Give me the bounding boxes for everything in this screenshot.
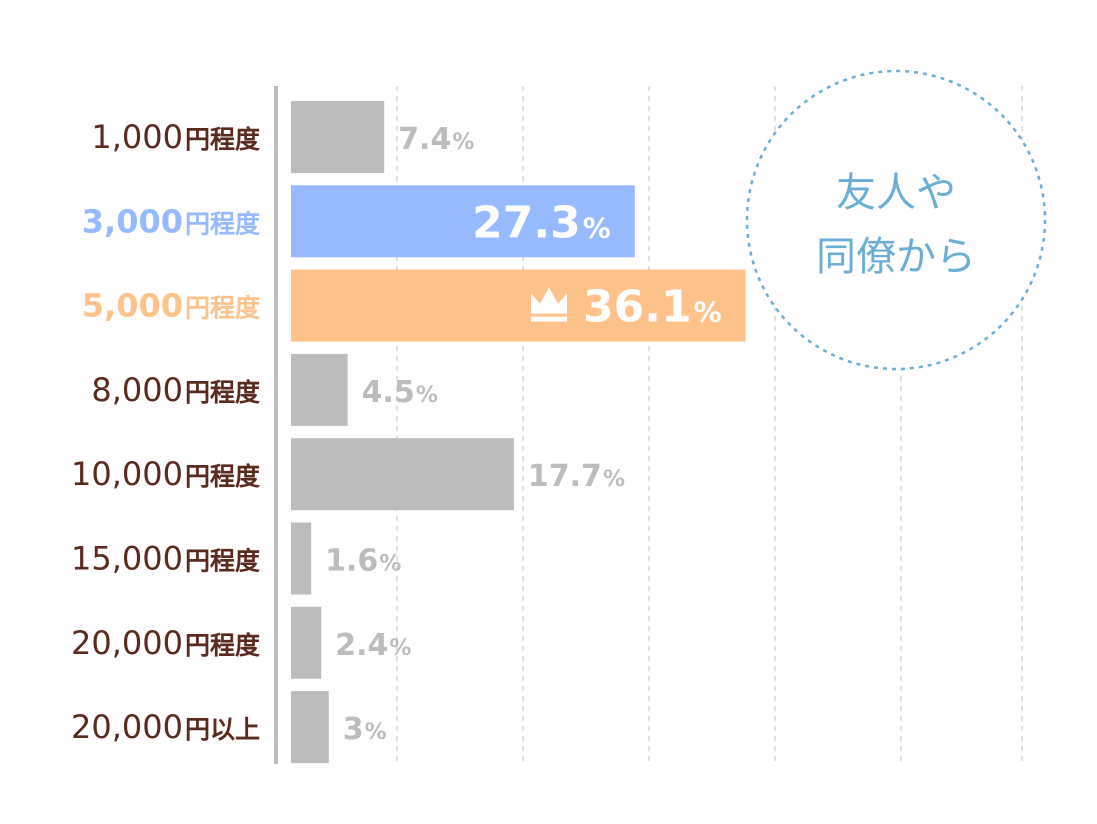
category-number-4: 10,000 <box>71 455 183 493</box>
bar-0 <box>291 101 385 173</box>
category-unit-7: 円以上 <box>185 715 260 744</box>
bar-6 <box>291 606 322 679</box>
value-suffix-7: % <box>365 720 387 745</box>
category-number-1: 3,000 <box>82 202 183 240</box>
value-label-7: 3% <box>343 712 387 747</box>
bar-5 <box>291 522 312 595</box>
category-number-2: 5,000 <box>82 287 183 325</box>
category-labels: 1,000円程度3,000円程度5,000円程度8,000円程度10,000円程… <box>71 118 260 746</box>
bar-7 <box>291 691 329 764</box>
value-suffix-1: % <box>583 211 611 244</box>
category-label-5: 15,000円程度 <box>71 540 260 578</box>
category-number-3: 8,000 <box>91 371 183 409</box>
category-label-7: 20,000円以上 <box>71 708 260 746</box>
category-label-6: 20,000円程度 <box>71 624 260 662</box>
badge-text-line-2: 同僚から <box>816 234 976 280</box>
category-unit-2: 円程度 <box>185 294 260 323</box>
category-label-3: 8,000円程度 <box>91 371 260 409</box>
bars <box>291 101 746 764</box>
value-label-4: 17.7% <box>528 459 625 494</box>
value-suffix-0: % <box>452 130 474 155</box>
value-suffix-6: % <box>389 636 411 661</box>
bar-3 <box>291 353 348 426</box>
category-unit-1: 円程度 <box>185 209 260 238</box>
value-number-5: 1.6 <box>325 544 378 579</box>
badge: 友人や 同僚から <box>745 69 1047 371</box>
value-number-0: 7.4 <box>398 122 451 157</box>
badge-circle <box>745 69 1047 371</box>
category-unit-0: 円程度 <box>185 125 260 154</box>
value-labels: 7.4%27.3%36.1%4.5%17.7%1.6%2.4%3% <box>325 122 721 747</box>
value-number-3: 4.5 <box>362 375 415 410</box>
bar-4 <box>291 438 514 511</box>
category-number-6: 20,000 <box>71 624 183 662</box>
value-suffix-3: % <box>416 383 438 408</box>
value-number-4: 17.7 <box>528 459 602 494</box>
category-number-5: 15,000 <box>71 540 183 578</box>
value-label-2: 36.1% <box>583 282 722 333</box>
value-label-5: 1.6% <box>325 544 401 579</box>
value-number-7: 3 <box>343 712 364 747</box>
category-label-4: 10,000円程度 <box>71 455 260 493</box>
category-number-0: 1,000 <box>91 118 183 156</box>
value-number-1: 27.3 <box>472 197 581 248</box>
category-label-2: 5,000円程度 <box>82 287 260 325</box>
value-label-1: 27.3% <box>472 197 611 248</box>
value-label-0: 7.4% <box>398 122 474 157</box>
category-unit-4: 円程度 <box>185 462 260 491</box>
value-suffix-4: % <box>603 467 625 492</box>
category-label-1: 3,000円程度 <box>82 202 260 240</box>
category-unit-3: 円程度 <box>185 378 260 407</box>
bar-1 <box>291 185 635 258</box>
category-unit-6: 円程度 <box>185 631 260 660</box>
value-suffix-2: % <box>694 296 722 329</box>
value-number-2: 36.1 <box>583 282 692 333</box>
crown-icon <box>531 287 568 322</box>
category-number-7: 20,000 <box>71 708 183 746</box>
category-label-0: 1,000円程度 <box>91 118 260 156</box>
badge-text-line-1: 友人や <box>836 170 956 216</box>
value-label-3: 4.5% <box>362 375 438 410</box>
category-unit-5: 円程度 <box>185 547 260 576</box>
value-number-6: 2.4 <box>335 628 388 663</box>
value-suffix-5: % <box>379 552 401 577</box>
bar-2 <box>291 269 746 342</box>
value-label-6: 2.4% <box>335 628 411 663</box>
